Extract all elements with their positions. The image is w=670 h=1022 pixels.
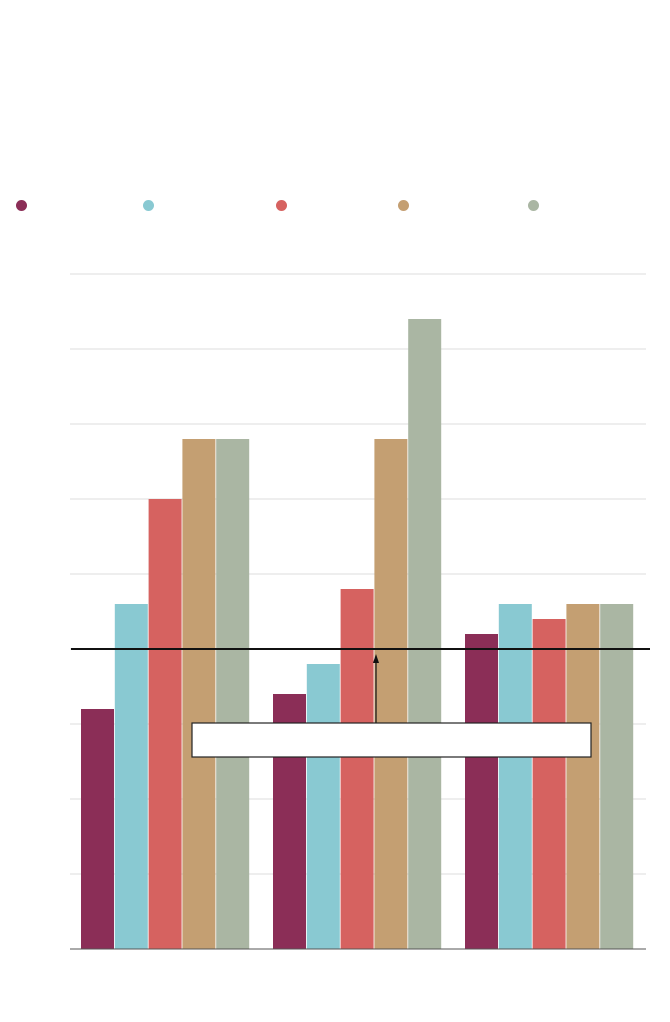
bar-series-3-group-2 — [340, 589, 374, 949]
bar-series-2-group-2 — [306, 664, 340, 949]
legend-item-series-3[interactable] — [276, 200, 287, 211]
bar-series-4-group-2 — [374, 439, 408, 949]
bar-series-3-group-1 — [148, 499, 182, 949]
bar-series-1-group-1 — [81, 709, 114, 949]
legend-item-series-1[interactable] — [16, 200, 27, 211]
legend — [0, 200, 670, 222]
legend-marker-series-2 — [143, 200, 154, 211]
legend-marker-series-1 — [16, 200, 27, 211]
legend-item-series-5[interactable] — [528, 200, 539, 211]
legend-item-series-2[interactable] — [143, 200, 154, 211]
legend-marker-series-4 — [398, 200, 409, 211]
legend-marker-series-3 — [276, 200, 287, 211]
annotation-arrow-head — [373, 654, 379, 663]
bar-series-5-group-1 — [216, 439, 250, 949]
bar-series-4-group-3 — [566, 604, 600, 949]
legend-marker-series-5 — [528, 200, 539, 211]
bar-series-2-group-1 — [114, 604, 148, 949]
bar-series-5-group-2 — [408, 319, 442, 949]
bar-series-5-group-3 — [600, 604, 634, 949]
bar-series-1-group-3 — [465, 634, 498, 949]
bar-series-3-group-3 — [532, 619, 566, 949]
legend-item-series-4[interactable] — [398, 200, 409, 211]
annotation-box — [191, 722, 592, 758]
bar-series-2-group-3 — [498, 604, 532, 949]
bar-series-4-group-1 — [182, 439, 216, 949]
